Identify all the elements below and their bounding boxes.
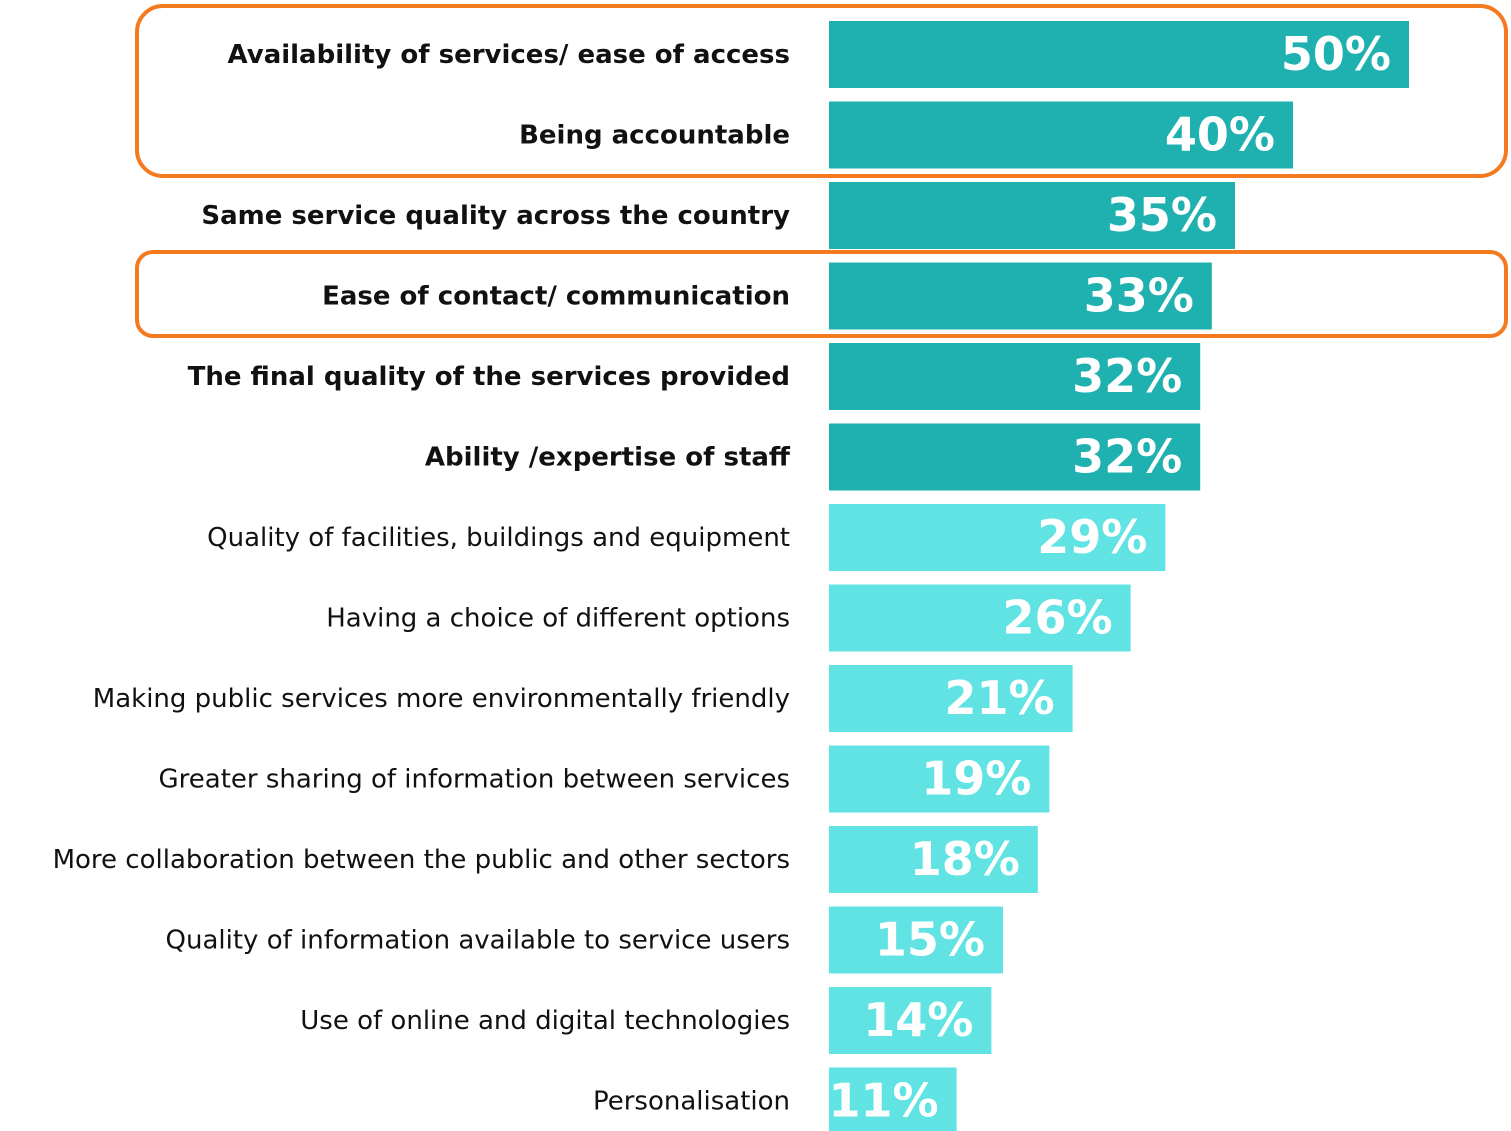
bar	[829, 665, 1073, 732]
bar	[829, 906, 1003, 974]
bar	[829, 182, 1235, 249]
value-label: 35%	[1107, 188, 1217, 242]
category-label: Quality of facilities, buildings and equ…	[207, 523, 790, 553]
value-label: 33%	[1084, 269, 1194, 323]
bar	[829, 1067, 957, 1131]
value-label: 32%	[1072, 430, 1182, 484]
category-label: Ease of contact/ communication	[322, 282, 790, 312]
category-label: The final quality of the services provid…	[188, 362, 790, 392]
value-label: 32%	[1072, 349, 1182, 403]
value-label: 19%	[921, 752, 1031, 806]
bar	[829, 262, 1212, 330]
value-label: 29%	[1037, 510, 1147, 564]
bar	[829, 987, 992, 1054]
value-label: 11%	[828, 1074, 938, 1128]
category-label: Personalisation	[593, 1087, 790, 1117]
category-label: Use of online and digital technologies	[300, 1006, 790, 1036]
value-label: 15%	[875, 913, 985, 967]
value-label: 21%	[944, 671, 1054, 725]
value-label: 18%	[910, 832, 1020, 886]
category-label: Quality of information available to serv…	[166, 926, 790, 956]
bar	[829, 504, 1166, 571]
bar	[829, 423, 1201, 491]
category-label: Greater sharing of information between s…	[159, 765, 790, 795]
category-label: Availability of services/ ease of access	[228, 40, 790, 70]
category-label: Ability /expertise of staff	[425, 443, 791, 473]
bar	[829, 584, 1131, 652]
category-label: Being accountable	[519, 121, 790, 151]
value-label: 14%	[863, 993, 973, 1047]
bars: Availability of services/ ease of access…	[53, 21, 1409, 1131]
category-label: More collaboration between the public an…	[53, 845, 790, 875]
bar	[829, 21, 1409, 88]
category-label: Making public services more environmenta…	[93, 684, 790, 714]
bar	[829, 745, 1050, 813]
bar	[829, 101, 1293, 169]
value-label: 50%	[1281, 27, 1391, 81]
bar	[829, 826, 1038, 893]
value-label: 40%	[1165, 108, 1275, 162]
highlight-box	[135, 4, 1508, 178]
value-label: 26%	[1002, 591, 1112, 645]
bar	[829, 343, 1201, 410]
category-label: Having a choice of different options	[326, 604, 790, 634]
highlight-box	[135, 250, 1508, 338]
category-label: Same service quality across the country	[201, 201, 790, 231]
